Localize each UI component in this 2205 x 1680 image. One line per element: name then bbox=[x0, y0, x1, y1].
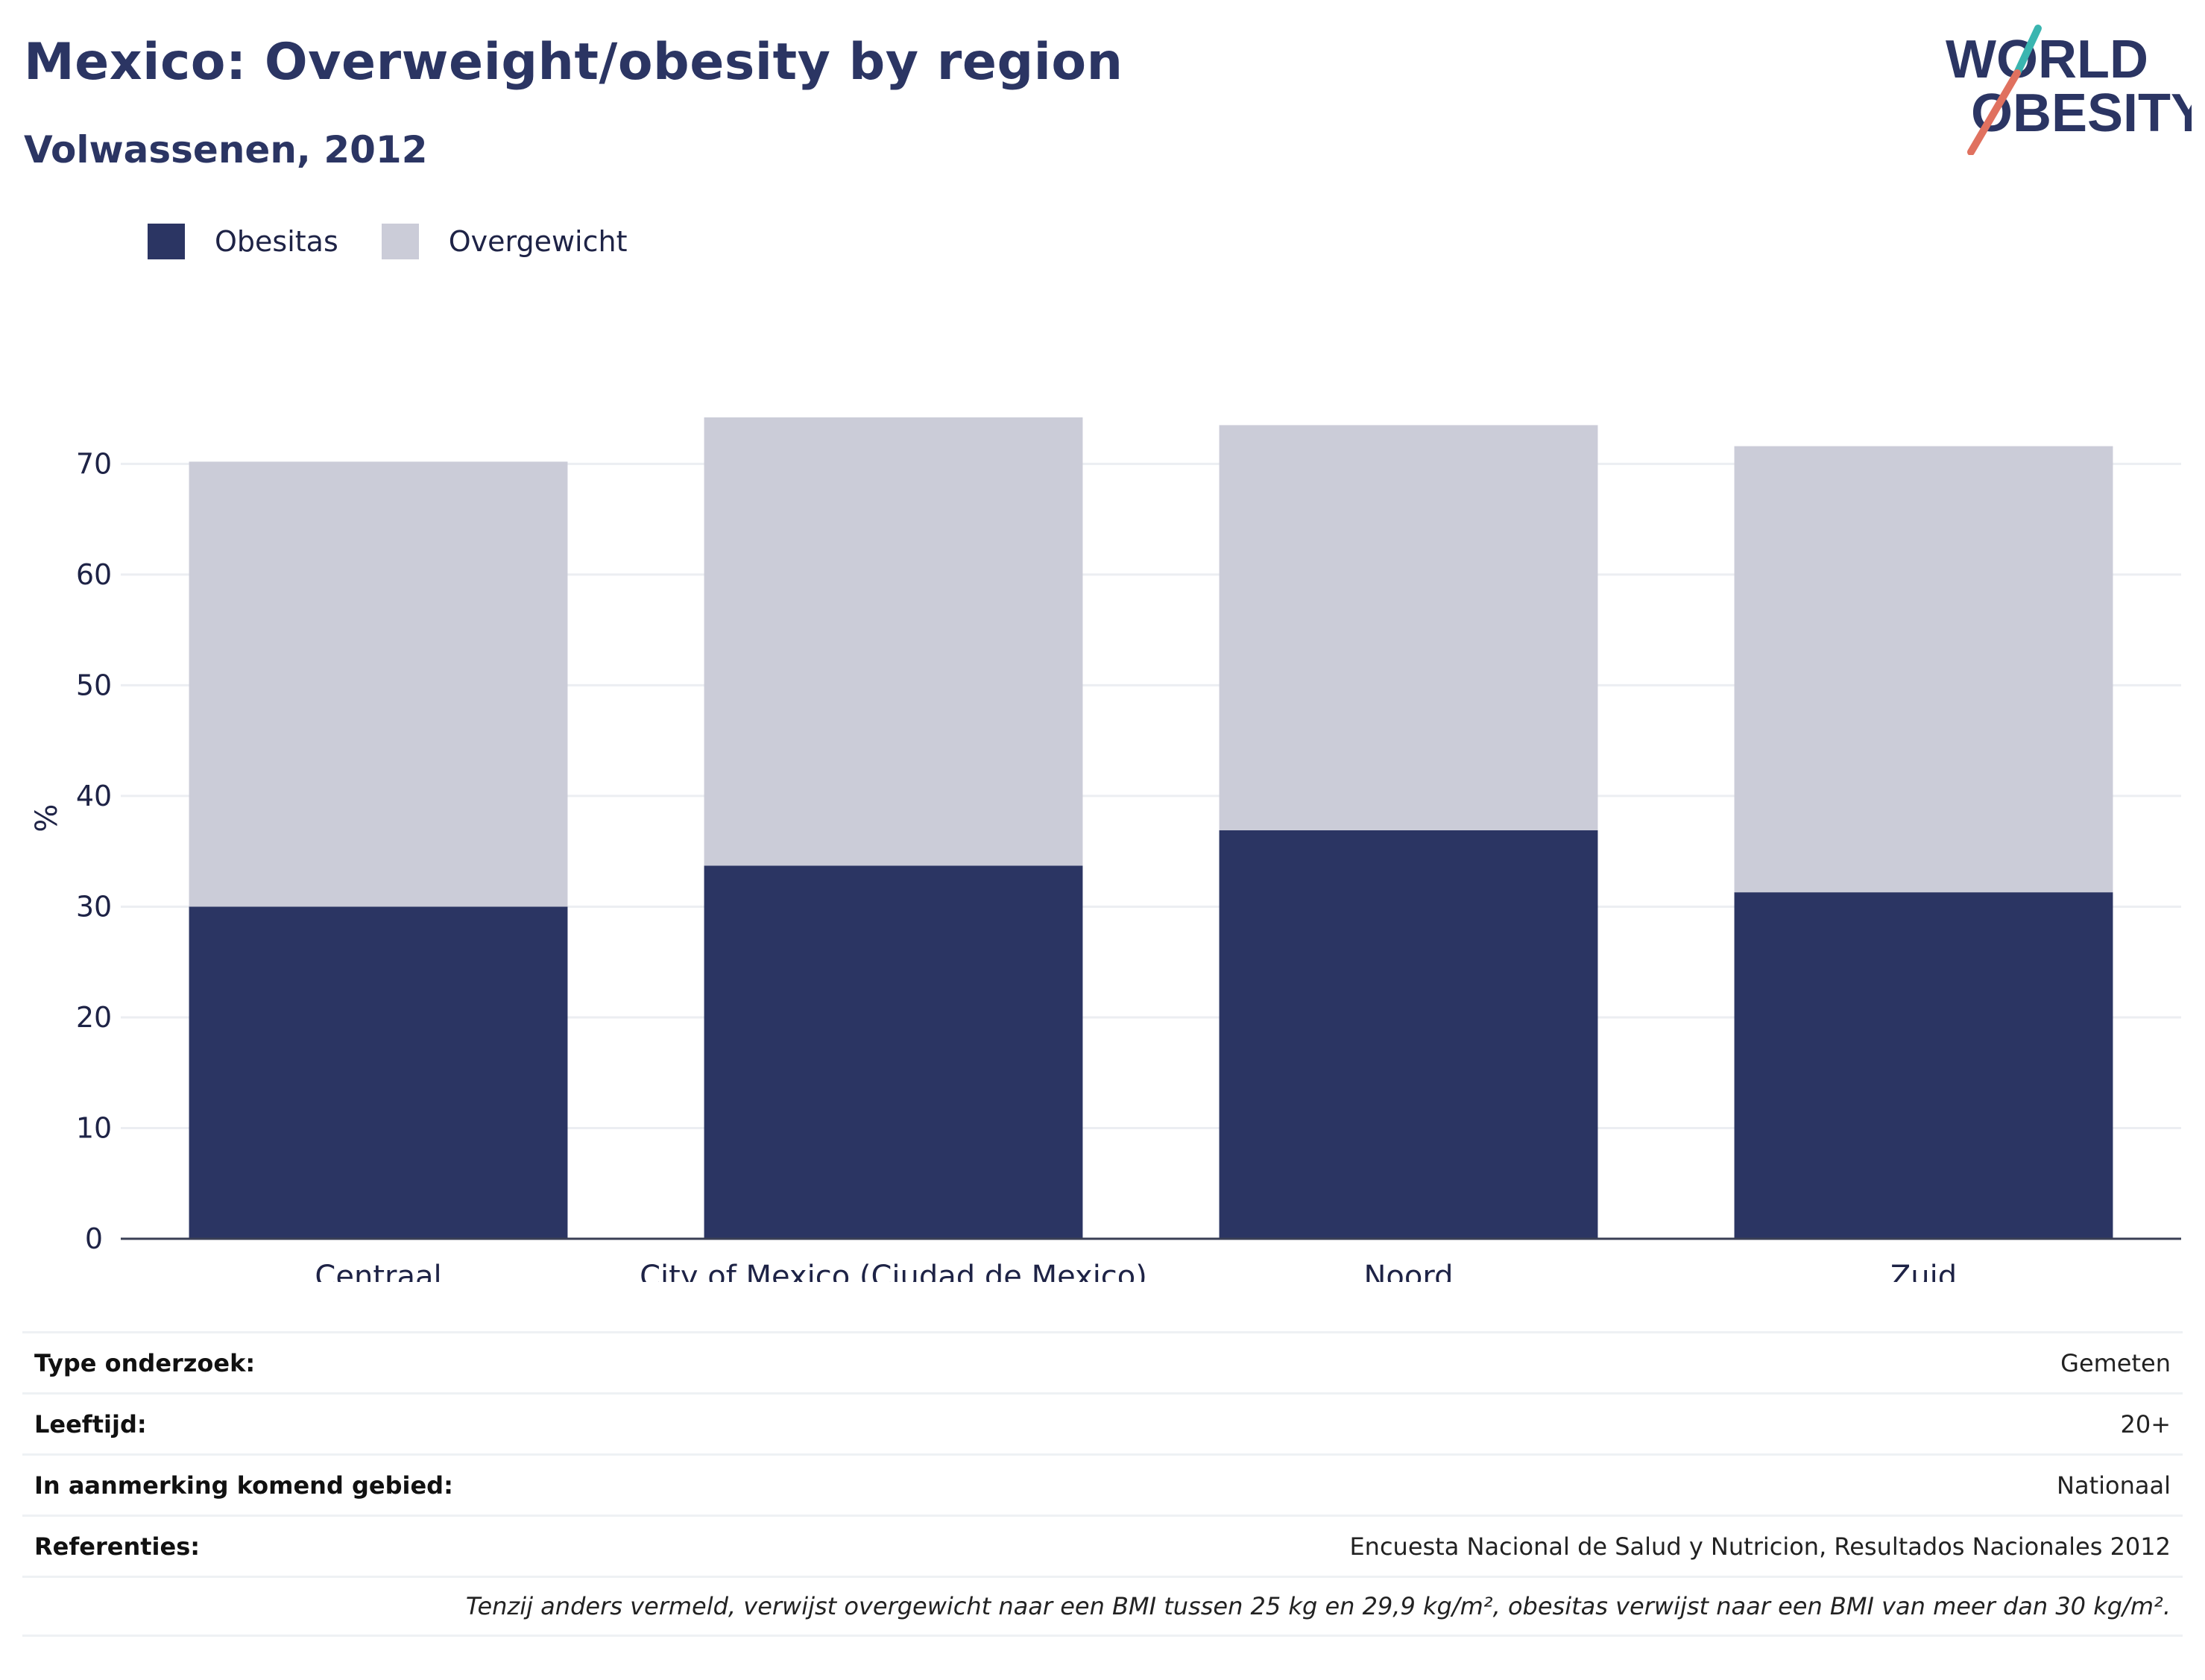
logo-line1: WORLD bbox=[1946, 30, 2148, 89]
world-obesity-logo: WORLD OBESITY bbox=[1946, 25, 2192, 155]
y-tick-label: 70 bbox=[76, 447, 112, 480]
y-tick-label: 20 bbox=[76, 1001, 112, 1034]
info-value: Gemeten bbox=[2060, 1348, 2171, 1377]
legend-swatch-overweight bbox=[381, 224, 419, 259]
bar-overweight bbox=[704, 417, 1083, 866]
legend-item-obesity[interactable]: Obesitas bbox=[148, 224, 338, 259]
y-axis-label: % bbox=[30, 804, 64, 833]
y-tick-label: 60 bbox=[76, 558, 112, 591]
logo-slash-coral bbox=[1967, 69, 2021, 155]
y-tick-label: 40 bbox=[76, 780, 112, 812]
info-row-survey-type: Type onderzoek: Gemeten bbox=[22, 1331, 2183, 1392]
chart-title: Mexico: Overweight/obesity by region bbox=[24, 33, 1123, 92]
info-label: Referenties: bbox=[34, 1532, 201, 1561]
legend-swatch-obesity bbox=[148, 224, 185, 259]
bar-overweight bbox=[189, 461, 568, 907]
info-label: Leeftijd: bbox=[34, 1409, 147, 1439]
bar-obesity bbox=[1219, 830, 1598, 1239]
legend-item-overweight[interactable]: Overgewicht bbox=[381, 224, 628, 259]
bar-overweight bbox=[1734, 446, 2113, 893]
info-label: Type onderzoek: bbox=[34, 1348, 256, 1377]
info-row-area: In aanmerking komend gebied: Nationaal bbox=[22, 1453, 2183, 1515]
info-footnote-row: Tenzij anders vermeld, verwijst overgewi… bbox=[22, 1576, 2183, 1637]
legend-label-overweight: Overgewicht bbox=[448, 225, 628, 258]
x-tick-label: City of Mexico (Ciudad de Mexico) bbox=[640, 1260, 1147, 1282]
info-row-references: Referenties: Encuesta Nacional de Salud … bbox=[22, 1515, 2183, 1576]
y-tick-label: 10 bbox=[76, 1111, 112, 1144]
y-tick-label: 50 bbox=[76, 669, 112, 701]
x-tick-label: Centraal bbox=[315, 1260, 441, 1282]
bar-obesity bbox=[704, 865, 1083, 1239]
bmi-footnote: Tenzij anders vermeld, verwijst overgewi… bbox=[465, 1592, 2171, 1620]
bar-overweight bbox=[1219, 425, 1598, 830]
chart-legend: Obesitas Overgewicht bbox=[148, 221, 671, 262]
stacked-bar-chart: 0 10 20 30 40 50 60 70% Centraal City of Mexico (… bbox=[30, 417, 2181, 1282]
y-tick-label: 30 bbox=[76, 890, 112, 923]
y-tick-label: 0 bbox=[85, 1222, 103, 1255]
x-tick-label: Zuid bbox=[1890, 1260, 1957, 1282]
info-value: Nationaal bbox=[2057, 1471, 2171, 1500]
bar-obesity bbox=[1734, 892, 2113, 1239]
info-table: Type onderzoek: Gemeten Leeftijd: 20+ In… bbox=[22, 1331, 2183, 1637]
logo-slash-teal bbox=[2013, 25, 2042, 77]
chart-subtitle: Volwassenen, 2012 bbox=[24, 128, 428, 171]
info-value: 20+ bbox=[2120, 1409, 2171, 1439]
info-value: Encuesta Nacional de Salud y Nutricion, … bbox=[1349, 1532, 2171, 1561]
x-tick-label: Noord bbox=[1364, 1260, 1454, 1282]
legend-label-obesity: Obesitas bbox=[215, 225, 338, 258]
bar-obesity bbox=[189, 906, 568, 1239]
info-label: In aanmerking komend gebied: bbox=[34, 1471, 453, 1500]
info-row-age: Leeftijd: 20+ bbox=[22, 1392, 2183, 1453]
